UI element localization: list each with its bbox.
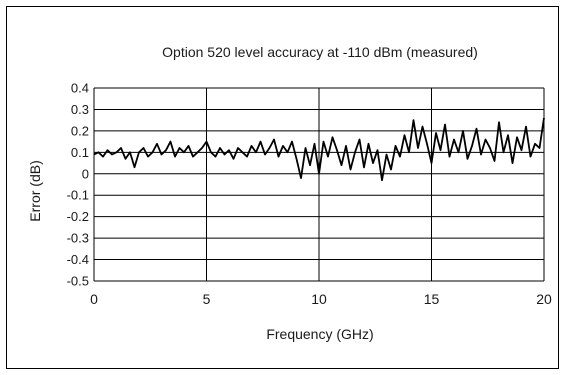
- y-tick-label: 0: [82, 166, 89, 181]
- x-tick-label: 20: [536, 291, 552, 307]
- y-tick-label: -0.5: [67, 274, 89, 289]
- x-tick-label: 0: [90, 291, 98, 307]
- y-tick-label: -0.2: [67, 209, 89, 224]
- y-axis-label: Error (dB): [27, 160, 43, 221]
- x-tick-label: 15: [424, 291, 440, 307]
- y-tick-label: 0.4: [71, 81, 89, 96]
- series: [93, 117, 545, 182]
- y-tick-label: -0.4: [67, 252, 89, 267]
- x-tick-label: 5: [203, 291, 211, 307]
- y-tick-label: -0.1: [67, 188, 89, 203]
- chart-title: Option 520 level accuracy at -110 dBm (m…: [162, 44, 478, 60]
- y-tick-label: 0.3: [71, 102, 89, 117]
- tick-labels: 0.40.30.20.10-0.1-0.2-0.3-0.4-0.50 5 10 15 2…: [67, 81, 552, 308]
- y-tick-label: 0.2: [71, 123, 89, 138]
- series-line: [93, 117, 545, 182]
- grid: [93, 87, 545, 282]
- x-axis-label: Frequency (GHz): [266, 326, 373, 342]
- y-tick-label: -0.3: [67, 231, 89, 246]
- x-tick-label: 10: [311, 291, 327, 307]
- y-tick-label: 0.1: [71, 145, 89, 160]
- chart-frame: [6, 6, 559, 369]
